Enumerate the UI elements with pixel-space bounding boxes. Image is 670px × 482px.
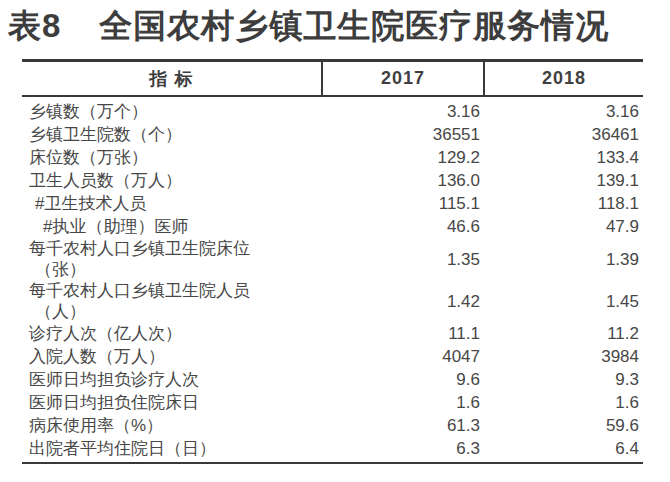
indicator-cell: 卫生人员数（万人） <box>22 169 322 192</box>
table-row: 床位数（万张）129.2133.4 <box>22 146 643 169</box>
value-cell-2018: 59.6 <box>484 414 643 437</box>
value-cell-2017: 61.3 <box>322 414 484 437</box>
value-cell-2017: 115.1 <box>322 192 484 215</box>
value-cell-2017: 11.1 <box>322 322 484 345</box>
table-row: 乡镇卫生院数（个）3655136461 <box>22 123 643 146</box>
table-row: 出院者平均住院日（日）6.36.4 <box>22 437 643 463</box>
value-cell-2017: 36551 <box>322 123 484 146</box>
page: 表8全国农村乡镇卫生院医疗服务情况 指 标 2017 2018 乡镇数（万个）3… <box>0 0 670 482</box>
table-title-text: 全国农村乡镇卫生院医疗服务情况 <box>99 7 609 44</box>
indicator-cell: 医师日均担负诊疗人次 <box>22 368 322 391</box>
value-cell-2017: 136.0 <box>322 169 484 192</box>
value-cell-2017: 129.2 <box>322 146 484 169</box>
table-body: 乡镇数（万个）3.163.16乡镇卫生院数（个）3655136461床位数（万张… <box>22 96 643 463</box>
value-cell-2018: 47.9 <box>484 215 643 238</box>
indicator-cell: 医师日均担负住院床日 <box>22 391 322 414</box>
value-cell-2017: 6.3 <box>322 437 484 463</box>
table-row: 医师日均担负住院床日1.61.6 <box>22 391 643 414</box>
value-cell-2018: 133.4 <box>484 146 643 169</box>
header-year-2017: 2017 <box>322 61 484 97</box>
value-cell-2017: 4047 <box>322 345 484 368</box>
value-cell-2018: 9.3 <box>484 368 643 391</box>
indicator-cell: 每千农村人口乡镇卫生院床位（张） <box>22 238 322 280</box>
value-cell-2018: 36461 <box>484 123 643 146</box>
table-row: 每千农村人口乡镇卫生院床位（张）1.351.39 <box>22 238 643 280</box>
indicator-cell: #执业（助理）医师 <box>22 215 322 238</box>
value-cell-2018: 1.39 <box>484 238 643 280</box>
value-cell-2018: 6.4 <box>484 437 643 463</box>
value-cell-2018: 118.1 <box>484 192 643 215</box>
table-row: 乡镇数（万个）3.163.16 <box>22 96 643 123</box>
table-title: 表8 全国农村乡镇卫生院医疗服务情况 <box>8 4 609 49</box>
value-cell-2017: 9.6 <box>322 368 484 391</box>
indicator-cell: 入院人数（万人） <box>22 345 322 368</box>
indicator-cell: 出院者平均住院日（日） <box>22 437 322 463</box>
value-cell-2018: 11.2 <box>484 322 643 345</box>
table-row: #执业（助理）医师46.647.9 <box>22 215 643 238</box>
header-year-2018: 2018 <box>484 61 643 97</box>
indicator-cell: 床位数（万张） <box>22 146 322 169</box>
value-cell-2018: 3.16 <box>484 96 643 123</box>
header-row: 指 标 2017 2018 <box>22 61 643 97</box>
value-cell-2017: 3.16 <box>322 96 484 123</box>
table-header: 指 标 2017 2018 <box>22 61 643 97</box>
statistics-table: 指 标 2017 2018 乡镇数（万个）3.163.16乡镇卫生院数（个）36… <box>22 59 643 464</box>
table-row: 诊疗人次（亿人次）11.111.2 <box>22 322 643 345</box>
value-cell-2017: 1.35 <box>322 238 484 280</box>
indicator-cell: 病床使用率（%） <box>22 414 322 437</box>
table-number: 表8 <box>8 7 61 44</box>
indicator-cell: 乡镇数（万个） <box>22 96 322 123</box>
indicator-cell: 乡镇卫生院数（个） <box>22 123 322 146</box>
value-cell-2017: 46.6 <box>322 215 484 238</box>
table-row: 病床使用率（%）61.359.6 <box>22 414 643 437</box>
indicator-line-1: 每千农村人口乡镇卫生院人员 <box>29 280 322 301</box>
value-cell-2018: 1.6 <box>484 391 643 414</box>
indicator-cell: 每千农村人口乡镇卫生院人员（人） <box>22 280 322 322</box>
value-cell-2018: 1.45 <box>484 280 643 322</box>
value-cell-2018: 139.1 <box>484 169 643 192</box>
table-row: 医师日均担负诊疗人次9.69.3 <box>22 368 643 391</box>
indicator-cell: 诊疗人次（亿人次） <box>22 322 322 345</box>
table-row: #卫生技术人员115.1118.1 <box>22 192 643 215</box>
indicator-line-2: （张） <box>29 259 322 280</box>
indicator-cell: #卫生技术人员 <box>22 192 322 215</box>
indicator-line-1: 每千农村人口乡镇卫生院床位 <box>29 238 322 259</box>
table-row: 卫生人员数（万人）136.0139.1 <box>22 169 643 192</box>
value-cell-2017: 1.6 <box>322 391 484 414</box>
table-row: 入院人数（万人）40473984 <box>22 345 643 368</box>
header-indicator: 指 标 <box>22 61 322 97</box>
value-cell-2018: 3984 <box>484 345 643 368</box>
value-cell-2017: 1.42 <box>322 280 484 322</box>
table-row: 每千农村人口乡镇卫生院人员（人）1.421.45 <box>22 280 643 322</box>
indicator-line-2: （人） <box>29 301 322 322</box>
